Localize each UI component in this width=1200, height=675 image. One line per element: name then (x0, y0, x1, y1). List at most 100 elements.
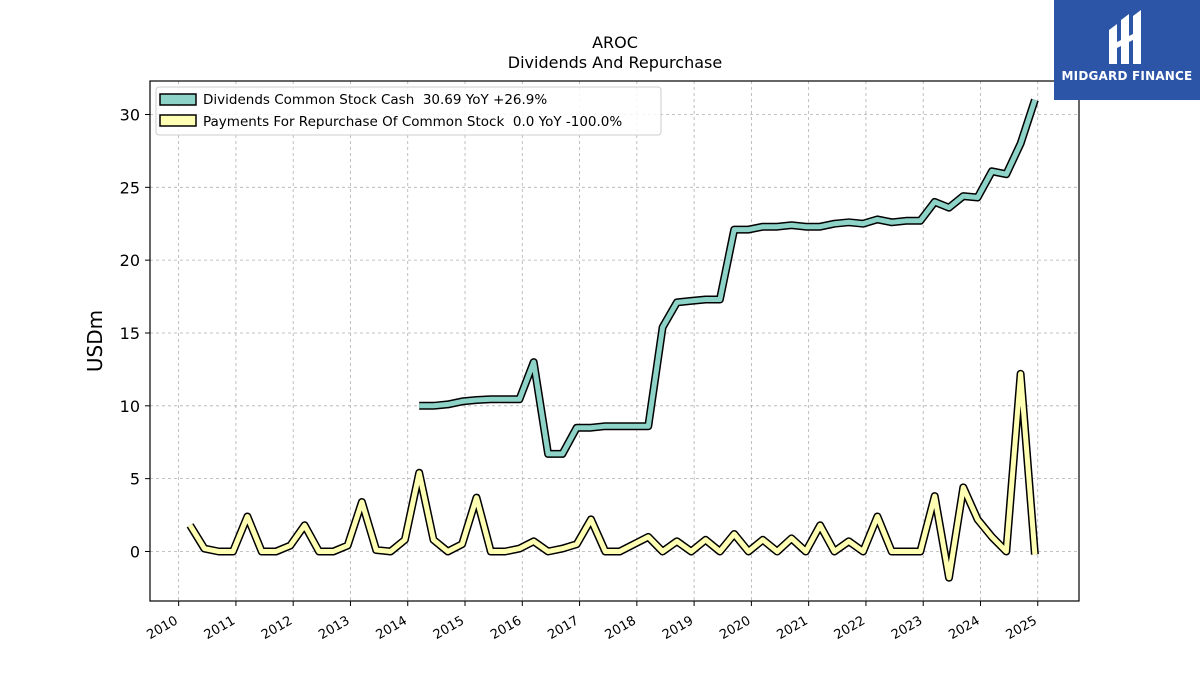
data-point (476, 399, 477, 401)
data-point (833, 551, 835, 552)
legend: Dividends Common Stock Cash 30.69 YoY +2… (155, 86, 662, 136)
data-point (991, 536, 993, 538)
data-point (934, 495, 936, 497)
data-point (189, 524, 191, 526)
data-point (647, 536, 649, 538)
data-point (418, 405, 420, 407)
data-point (762, 226, 764, 228)
y-tick-label: 10 (120, 397, 140, 416)
data-point (1005, 551, 1007, 552)
data-point (676, 301, 678, 303)
data-point (390, 551, 392, 552)
data-point (289, 545, 291, 547)
x-tick-label: 2014 (374, 613, 410, 643)
data-point (332, 551, 334, 552)
data-point (504, 398, 506, 400)
data-point (547, 551, 549, 552)
data-point (1020, 373, 1022, 375)
x-tick-label: 2019 (660, 613, 696, 643)
data-point (833, 223, 835, 225)
chart-subtitle: Dividends And Repurchase (508, 53, 722, 72)
x-tick-label: 2013 (316, 613, 352, 643)
data-point (762, 539, 764, 541)
data-point (590, 518, 592, 520)
data-point (791, 537, 792, 539)
data-point (733, 229, 735, 231)
data-point (848, 540, 850, 542)
data-point (590, 427, 592, 429)
data-point (719, 299, 721, 300)
y-tick-label: 30 (120, 106, 140, 125)
legend-box (155, 86, 662, 136)
data-point (791, 224, 792, 226)
x-tick-label: 2015 (431, 613, 467, 643)
data-point (218, 551, 220, 552)
y-tick-label: 15 (120, 324, 140, 343)
legend-label-dividends: Dividends Common Stock Cash 30.69 YoY +2… (203, 92, 547, 108)
brand-logo-panel: MIDGARD FINANCE (1054, 0, 1200, 100)
data-point (719, 551, 721, 552)
data-point (991, 170, 993, 172)
data-point (977, 197, 979, 198)
data-point (962, 486, 964, 488)
data-point (948, 207, 950, 209)
data-point (504, 551, 506, 552)
plot-frame (149, 80, 1080, 602)
data-point (361, 501, 363, 503)
data-point (733, 533, 735, 535)
data-point (633, 425, 635, 427)
data-point (690, 551, 692, 552)
data-point (1020, 143, 1022, 145)
data-point (690, 300, 692, 302)
data-point (375, 549, 377, 551)
data-point (905, 551, 907, 552)
data-point (203, 548, 205, 550)
x-tick-label: 2020 (717, 613, 753, 643)
data-point (633, 543, 635, 545)
data-point (318, 551, 320, 552)
data-point (261, 551, 263, 552)
data-point (705, 299, 707, 300)
data-point (433, 539, 434, 541)
data-point (862, 223, 864, 225)
data-point (819, 226, 821, 228)
y-axis-label: USDm (83, 310, 107, 372)
data-point (676, 540, 678, 542)
midgard-logo-icon (1109, 10, 1141, 64)
data-point (404, 539, 406, 541)
data-point (748, 551, 749, 552)
data-point (447, 403, 449, 405)
data-point (447, 551, 449, 552)
legend-swatch-repurchase (159, 114, 197, 127)
data-point (819, 524, 821, 526)
data-point (619, 425, 621, 427)
y-tick-label: 20 (120, 251, 140, 270)
data-point (476, 497, 477, 499)
data-point (805, 226, 807, 228)
x-tick-label: 2025 (1004, 613, 1040, 643)
data-point (934, 201, 936, 203)
x-tick-label: 2017 (545, 613, 581, 643)
data-point (948, 577, 950, 579)
data-point (304, 524, 306, 526)
grid (150, 81, 1079, 601)
y-axis: 0 5 10 15 20 25 30 (120, 106, 150, 561)
data-point (862, 551, 864, 552)
data-point (604, 551, 606, 552)
data-point (576, 543, 578, 545)
data-point (461, 543, 463, 545)
series-line (187, 371, 1038, 581)
data-point (705, 539, 707, 541)
data-point (919, 551, 921, 552)
x-tick-label: 2016 (488, 613, 524, 643)
y-tick-label: 25 (120, 178, 140, 197)
data-point (1034, 553, 1036, 555)
x-tick-label: 2010 (144, 613, 180, 643)
legend-swatch-dividends (159, 93, 197, 106)
x-tick-label: 2023 (889, 613, 925, 643)
legend-label-repurchase: Payments For Repurchase Of Common Stock … (203, 114, 622, 130)
x-tick-label: 2012 (259, 613, 295, 643)
data-point (561, 548, 563, 550)
x-axis: 2010 2011 2012 2013 2014 2015 2016 2017 2018 2019… (144, 601, 1040, 643)
